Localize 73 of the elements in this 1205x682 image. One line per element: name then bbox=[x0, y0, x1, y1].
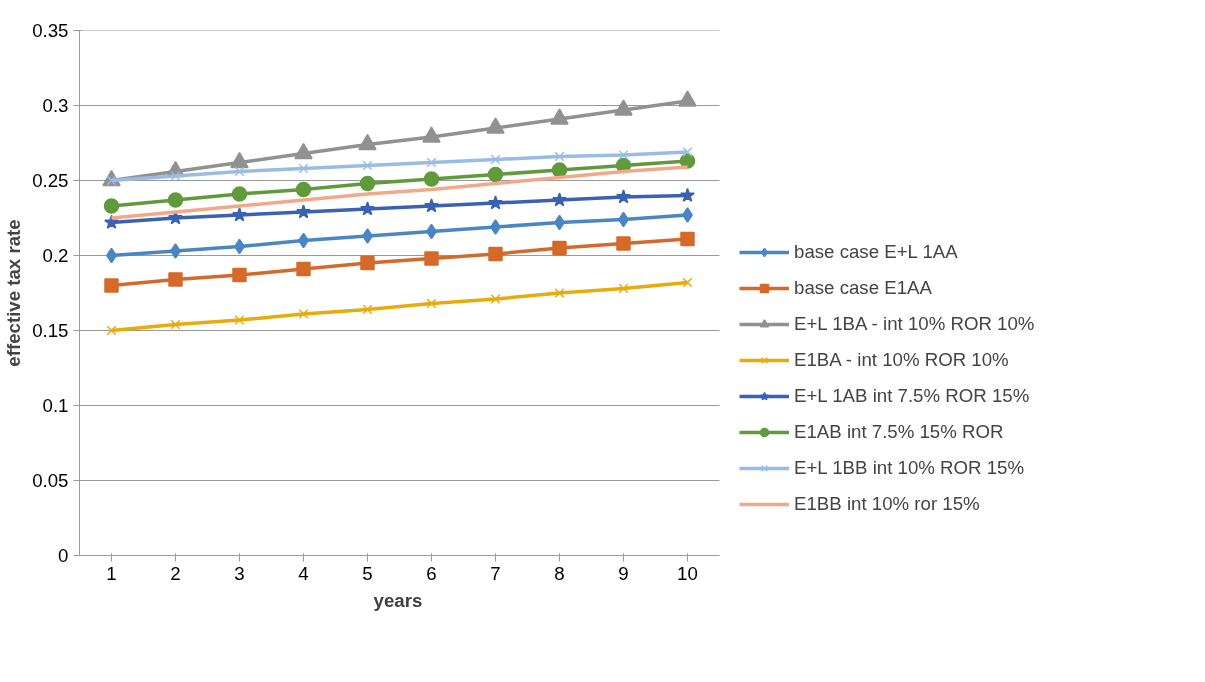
x-tick-label: 1 bbox=[106, 562, 117, 584]
y-tick-label: 0.2 bbox=[42, 245, 69, 266]
legend-label: E1AB int 7.5% 15% ROR bbox=[794, 421, 1004, 443]
point bbox=[552, 240, 567, 256]
legend-label: base case E+L 1AA bbox=[794, 241, 958, 263]
point bbox=[103, 198, 120, 214]
x-tick-label: 7 bbox=[490, 562, 501, 584]
point bbox=[234, 166, 245, 177]
point bbox=[490, 294, 501, 304]
x-tick-label: 8 bbox=[554, 562, 565, 584]
y-tick-label: 0.15 bbox=[32, 320, 69, 341]
point bbox=[170, 171, 181, 181]
legend-label: E+L 1BA - int 10% ROR 10% bbox=[794, 313, 1035, 335]
point bbox=[232, 267, 247, 283]
point bbox=[487, 166, 504, 183]
x-tick-label: 9 bbox=[618, 562, 629, 584]
y-tick-label: 0.1 bbox=[42, 395, 69, 416]
point bbox=[167, 192, 184, 208]
point bbox=[295, 181, 312, 198]
point bbox=[680, 231, 695, 247]
point bbox=[551, 162, 568, 178]
point bbox=[554, 288, 565, 298]
point bbox=[618, 283, 629, 294]
point bbox=[490, 154, 501, 165]
point bbox=[423, 171, 440, 187]
point bbox=[362, 304, 373, 315]
point bbox=[231, 186, 248, 202]
point bbox=[296, 204, 311, 219]
x-tick-label: 4 bbox=[298, 562, 309, 584]
point bbox=[680, 187, 695, 202]
point bbox=[426, 298, 437, 309]
y-tick-label: 0.25 bbox=[32, 170, 69, 191]
x-tick-label: 3 bbox=[234, 562, 245, 584]
point bbox=[616, 189, 631, 204]
point bbox=[170, 319, 181, 330]
point bbox=[359, 175, 376, 192]
point bbox=[296, 261, 311, 277]
x-axis-title: years bbox=[373, 589, 423, 611]
point bbox=[298, 309, 309, 319]
point bbox=[234, 315, 245, 325]
y-axis-title: effective tax rate bbox=[3, 219, 25, 367]
legend-label: E+L 1AB int 7.5% ROR 15% bbox=[794, 385, 1030, 407]
y-tick-label: 0.3 bbox=[42, 95, 69, 116]
point bbox=[488, 246, 503, 262]
point bbox=[104, 278, 119, 293]
point bbox=[682, 277, 693, 288]
x-tick-label: 10 bbox=[677, 562, 698, 584]
point bbox=[618, 150, 629, 160]
point bbox=[298, 163, 309, 174]
point bbox=[360, 255, 375, 271]
legend-label: E+L 1BB int 10% ROR 15% bbox=[794, 457, 1025, 479]
legend-label: base case E1AA bbox=[794, 277, 932, 299]
point bbox=[554, 151, 565, 162]
point bbox=[168, 272, 183, 287]
point bbox=[106, 325, 117, 336]
point bbox=[552, 192, 567, 207]
point bbox=[488, 195, 503, 210]
point bbox=[424, 251, 439, 266]
y-tick-label: 0 bbox=[58, 545, 69, 566]
point bbox=[426, 157, 437, 168]
point bbox=[360, 201, 375, 216]
x-tick-label: 5 bbox=[362, 562, 373, 584]
x-tick-label: 2 bbox=[170, 562, 181, 584]
legend-label: E1BB int 10% ror 15% bbox=[794, 493, 980, 515]
y-tick-label: 0.05 bbox=[32, 470, 69, 491]
point bbox=[616, 236, 631, 251]
legend-label: E1BA - int 10% ROR 10% bbox=[794, 349, 1009, 371]
point bbox=[362, 160, 373, 171]
point bbox=[424, 198, 439, 213]
y-tick-label: 0.35 bbox=[32, 20, 69, 41]
point bbox=[232, 207, 247, 222]
x-tick-label: 6 bbox=[426, 562, 437, 584]
point bbox=[682, 147, 693, 157]
